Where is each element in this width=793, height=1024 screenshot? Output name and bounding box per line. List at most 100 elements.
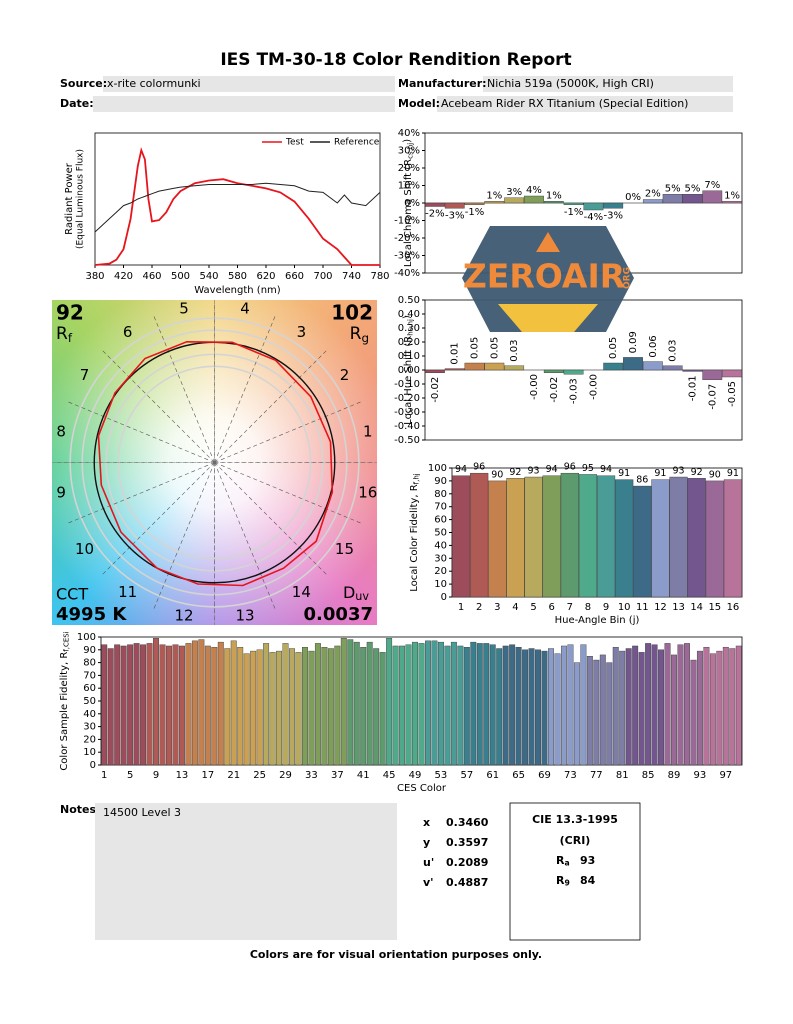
bar bbox=[583, 202, 604, 211]
bar bbox=[671, 654, 677, 766]
hue-bin-label: 15 bbox=[335, 540, 354, 558]
value-label: 7% bbox=[704, 180, 720, 191]
cct-label: CCT bbox=[56, 585, 88, 604]
y-axis-label-main: Local Color Fidelity, R bbox=[409, 484, 420, 591]
bar bbox=[687, 478, 706, 598]
bar bbox=[230, 640, 237, 766]
bar bbox=[451, 475, 471, 598]
x-tick-label: 81 bbox=[616, 770, 629, 781]
x-tick-label: 89 bbox=[668, 770, 681, 781]
bin-divider bbox=[67, 401, 215, 463]
bar bbox=[114, 644, 121, 766]
value-label: 91 bbox=[618, 468, 630, 479]
field-box bbox=[93, 96, 395, 112]
bar bbox=[542, 475, 561, 598]
bar bbox=[560, 645, 567, 766]
x-tick-label: 73 bbox=[564, 770, 577, 781]
x-tick-label: 1 bbox=[101, 770, 107, 781]
field-label: Model: bbox=[398, 97, 440, 110]
y-tick-label: -40% bbox=[394, 268, 420, 279]
bar bbox=[289, 648, 295, 766]
bar bbox=[563, 369, 584, 375]
x-axis-label: CES Color bbox=[397, 783, 447, 794]
value-label: -0.00 bbox=[529, 374, 540, 400]
bar bbox=[373, 648, 380, 766]
chromaticity-label: v' bbox=[423, 876, 434, 889]
x-tick-label: 29 bbox=[279, 770, 292, 781]
y-axis-label-sub: f,CESi bbox=[62, 631, 70, 651]
bar bbox=[302, 647, 308, 766]
x-tick-label: 33 bbox=[305, 770, 318, 781]
x-tick-label: 380 bbox=[85, 271, 104, 282]
y-tick-label: 20% bbox=[398, 163, 420, 174]
chromaticity-value: 0.3460 bbox=[446, 816, 489, 829]
bar bbox=[418, 643, 425, 766]
watermark-suffix: ORG bbox=[623, 267, 633, 289]
field-value: Acebeam Rider RX Titanium (Special Editi… bbox=[441, 97, 688, 110]
x-tick-label: 780 bbox=[370, 271, 389, 282]
x-tick-label: 7 bbox=[567, 602, 573, 613]
bar bbox=[392, 645, 399, 766]
y-tick-label: 0 bbox=[90, 760, 96, 771]
bar bbox=[444, 645, 451, 766]
x-tick-label: 4 bbox=[512, 602, 518, 613]
x-tick-label: 13 bbox=[672, 602, 685, 613]
bar bbox=[642, 199, 663, 204]
value-label: -0.01 bbox=[687, 375, 698, 401]
bar bbox=[101, 644, 108, 766]
y-tick-label: -0.30 bbox=[394, 407, 420, 418]
x-tick-label: 13 bbox=[176, 770, 189, 781]
bar bbox=[133, 643, 140, 766]
bar bbox=[535, 649, 541, 766]
y-tick-label: 30 bbox=[434, 553, 447, 564]
bar bbox=[619, 650, 626, 766]
bar bbox=[504, 197, 525, 204]
y-tick-label: 70 bbox=[434, 502, 447, 513]
bar bbox=[450, 641, 457, 766]
rg-value: 102 bbox=[331, 301, 373, 325]
x-tick-label: 740 bbox=[342, 271, 361, 282]
hue-bin-label: 9 bbox=[56, 483, 66, 501]
chromaticity-value: 0.3597 bbox=[446, 836, 488, 849]
y-tick-label: -0.20 bbox=[394, 393, 420, 404]
bar bbox=[696, 650, 703, 766]
hue-bin-label: 11 bbox=[118, 583, 137, 601]
bar bbox=[702, 190, 723, 204]
bar bbox=[444, 368, 465, 371]
bar bbox=[484, 201, 505, 204]
bar bbox=[664, 643, 671, 766]
bar bbox=[735, 645, 742, 766]
bar bbox=[464, 202, 485, 205]
bar bbox=[528, 648, 535, 766]
rf-value: 92 bbox=[56, 301, 84, 325]
y-tick-label: 80 bbox=[83, 658, 96, 669]
bar bbox=[263, 643, 270, 766]
bar bbox=[457, 645, 464, 766]
bar bbox=[593, 659, 600, 766]
bar bbox=[353, 641, 360, 766]
bar bbox=[399, 645, 406, 766]
x-tick-label: 12 bbox=[654, 602, 667, 613]
chromaticity-value: 0.4887 bbox=[446, 876, 488, 889]
bar bbox=[295, 652, 302, 766]
value-label: 1% bbox=[724, 190, 740, 201]
bar bbox=[509, 644, 516, 766]
x-tick-label: 1 bbox=[458, 602, 464, 613]
y-tick-label: 100 bbox=[428, 463, 447, 474]
y-axis-label-sub: hs,hj bbox=[406, 319, 414, 336]
bar bbox=[709, 653, 716, 766]
bar bbox=[489, 644, 496, 766]
y-axis-label: Local Color Fidelity, Rf,hj bbox=[409, 473, 420, 592]
y-tick-label: 40 bbox=[83, 709, 96, 720]
bar bbox=[543, 369, 564, 373]
bar bbox=[153, 638, 159, 766]
y-axis-label: Radiant Power bbox=[64, 162, 75, 235]
y-tick-label: 0.50 bbox=[398, 295, 420, 306]
bar bbox=[470, 472, 489, 598]
y-tick-label: 60 bbox=[83, 683, 96, 694]
bar bbox=[543, 201, 564, 204]
bar bbox=[504, 365, 525, 371]
x-tick-label: 53 bbox=[435, 770, 448, 781]
bin-divider bbox=[153, 315, 215, 463]
bar bbox=[606, 662, 613, 766]
